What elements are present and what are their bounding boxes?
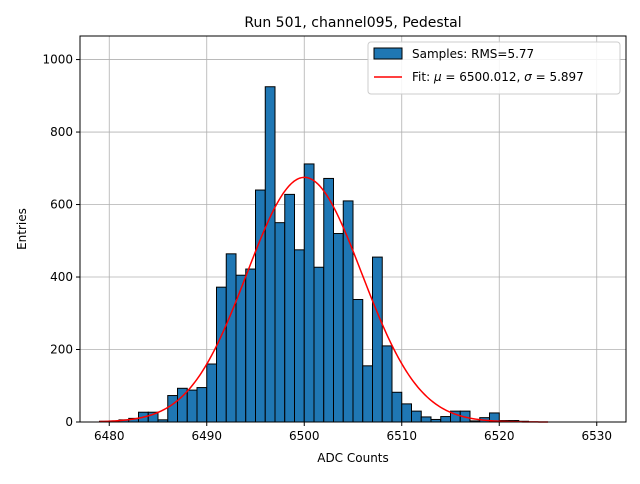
- histogram-bar: [284, 193, 295, 423]
- histogram-bar: [391, 391, 403, 423]
- histogram-bar: [225, 253, 237, 423]
- x-tick-label: 6530: [581, 429, 612, 443]
- y-tick-label: 600: [50, 198, 73, 212]
- histogram-bar: [401, 403, 412, 423]
- fit-curve-layer: [99, 176, 548, 423]
- histogram-bar: [440, 416, 451, 423]
- axes-frame: [79, 35, 627, 423]
- legend-fit-label: Fit: μ = 6500.012, σ = 5.897: [412, 70, 584, 84]
- histogram-bar: [381, 345, 393, 423]
- histogram-bar: [245, 268, 256, 423]
- chart-title: Run 501, channel095, Pedestal: [244, 15, 461, 31]
- y-tick-label: 0: [65, 415, 73, 429]
- histogram-bar: [323, 177, 334, 423]
- x-tick-label: 6520: [484, 429, 515, 443]
- histogram-bar: [420, 416, 432, 423]
- legend-samples-swatch: [373, 47, 403, 60]
- histogram-bar: [333, 233, 344, 423]
- y-tick-label: 400: [50, 270, 73, 284]
- histogram-bar: [274, 222, 286, 423]
- x-tick-label: 6510: [386, 429, 417, 443]
- y-axis-ticks: 0 200 400 600 800 1000: [42, 53, 80, 429]
- y-axis-label: Entries: [15, 208, 29, 250]
- histogram-bar: [342, 200, 354, 423]
- gaussian-fit-curve: [99, 176, 548, 423]
- x-axis-ticks: 6480 6490 6500 6510 6520 6530: [94, 422, 612, 443]
- histogram-bar: [255, 189, 266, 423]
- y-tick-label: 800: [50, 125, 73, 139]
- histogram-bar: [216, 286, 227, 423]
- histogram-bar: [264, 86, 276, 423]
- histogram-bar: [196, 387, 208, 423]
- histogram-bar: [362, 365, 373, 423]
- histogram-bars: [99, 86, 529, 423]
- legend-box: [367, 41, 621, 95]
- histogram-bar: [303, 163, 315, 423]
- histogram-bar: [186, 389, 198, 423]
- histogram-bar: [411, 410, 422, 423]
- histogram-bar: [294, 249, 305, 423]
- y-tick-label: 200: [50, 343, 73, 357]
- histogram-bar: [372, 256, 383, 423]
- x-tick-label: 6500: [289, 429, 320, 443]
- legend: Samples: RMS=5.77 Fit: μ = 6500.012, σ =…: [367, 41, 621, 95]
- x-tick-label: 6480: [94, 429, 125, 443]
- y-tick-label: 1000: [42, 53, 73, 67]
- histogram-bar: [352, 298, 364, 423]
- x-tick-label: 6490: [191, 429, 222, 443]
- histogram-bar: [167, 395, 178, 423]
- legend-samples-label: Samples: RMS=5.77: [412, 47, 534, 61]
- histogram-bar: [313, 266, 325, 423]
- x-axis-label: ADC Counts: [317, 451, 389, 465]
- histogram-bar: [206, 363, 217, 423]
